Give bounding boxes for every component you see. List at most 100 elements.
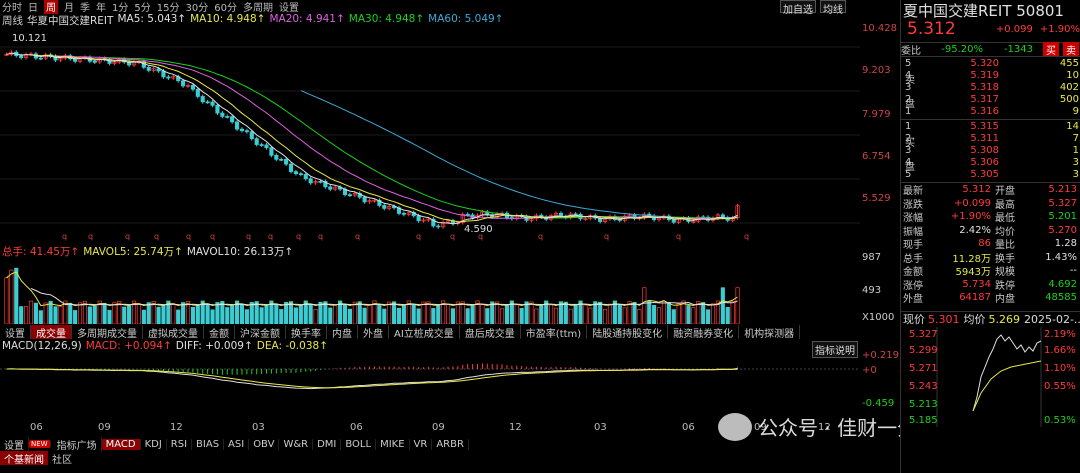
- indicator-tab[interactable]: ASI: [224, 438, 250, 450]
- period-tab[interactable]: 15分: [156, 3, 180, 14]
- volume-bar: [445, 304, 451, 324]
- candle-body: [308, 178, 313, 184]
- mini-left-tick: 5.213: [909, 398, 938, 410]
- volume-tab[interactable]: 成交量: [31, 325, 72, 340]
- indicator-tab[interactable]: VR: [410, 438, 433, 450]
- volume-bar: [656, 307, 662, 324]
- volume-tab[interactable]: 金额: [204, 325, 235, 340]
- period-tab[interactable]: 月: [64, 3, 74, 14]
- volume-tab[interactable]: 融资融券变化: [668, 325, 740, 340]
- volume-tab[interactable]: 机构探测器: [739, 325, 801, 340]
- indicator-tab[interactable]: RSI: [167, 438, 193, 450]
- volume-tab[interactable]: 盘后成交量: [460, 325, 521, 340]
- indicator-tab[interactable]: 指标广场: [53, 436, 102, 452]
- volume-bar: [661, 301, 667, 324]
- candle-body: [352, 193, 357, 196]
- volume-bar: [563, 301, 568, 324]
- volume-tab[interactable]: 多周期成交量: [72, 325, 143, 340]
- bid-row[interactable]: 4 5.306 3: [901, 156, 1080, 168]
- vol-mavol10: MAVOL10: 26.13万↑: [186, 246, 294, 258]
- volume-chart[interactable]: [0, 256, 860, 324]
- volume-bar: [367, 304, 372, 324]
- volume-bar: [284, 301, 289, 324]
- volume-bar: [642, 287, 647, 324]
- stat-label: 金额: [903, 267, 923, 279]
- candle-body: [239, 128, 245, 132]
- volume-bar: [701, 302, 706, 324]
- volume-tab[interactable]: 沪深金额: [235, 325, 286, 340]
- period-tab[interactable]: 周: [44, 0, 58, 14]
- price-tick: 7.979: [862, 109, 891, 120]
- candle-body: [288, 163, 294, 172]
- period-tab[interactable]: 30分: [185, 3, 209, 14]
- volume-tab[interactable]: 虚拟成交量: [143, 325, 204, 340]
- period-tab[interactable]: 年: [96, 3, 106, 14]
- candle-body: [387, 205, 392, 209]
- period-tab[interactable]: 多周期: [242, 3, 273, 14]
- volume-bar: [514, 304, 519, 324]
- grid-lines: [0, 46, 860, 224]
- candle-body: [215, 104, 220, 114]
- ask-row[interactable]: 4 5.319 10: [901, 69, 1080, 81]
- volume-tab[interactable]: AI立桩成交量: [389, 325, 460, 340]
- period-tab[interactable]: 日: [28, 3, 38, 14]
- volume-tab[interactable]: 设置: [0, 325, 31, 340]
- intraday-chart[interactable]: [901, 326, 1080, 427]
- period-tab[interactable]: 1分: [112, 3, 129, 14]
- volume-tab[interactable]: 市盈率(ttm): [521, 325, 588, 340]
- stat-label: 换手: [995, 253, 1015, 265]
- indicator-settings-tab[interactable]: 设置: [0, 436, 29, 452]
- indicator-tab[interactable]: KDJ: [141, 438, 167, 450]
- news-tab[interactable]: 个基新闻: [0, 451, 48, 466]
- period-tab[interactable]: 60分: [214, 3, 237, 14]
- bid-row[interactable]: 3 5.308 1: [901, 144, 1080, 156]
- indicator-tab[interactable]: MACD: [101, 438, 141, 450]
- volume-bar: [475, 300, 480, 324]
- period-tab[interactable]: 设置: [278, 3, 299, 14]
- period-tab[interactable]: 季: [80, 3, 90, 14]
- candle-body: [426, 218, 431, 221]
- stat-row: 涨跌 +0.099 最高 5.327: [901, 197, 1080, 211]
- indicator-tab[interactable]: DMI: [313, 438, 342, 450]
- macd-chart[interactable]: [0, 353, 860, 421]
- period-tab[interactable]: 分时: [2, 3, 22, 14]
- volume-bar: [617, 304, 622, 324]
- buy-button[interactable]: 买: [1043, 42, 1059, 57]
- indicator-tab[interactable]: ARBR: [432, 438, 469, 450]
- indicator-tab[interactable]: W&R: [279, 438, 314, 450]
- stat-value: 11.28万: [952, 253, 991, 265]
- candle-body: [274, 155, 279, 160]
- candlestick-chart[interactable]: 10.121 4.590 q q q q q q q q q q q q q q q q q q: [0, 27, 860, 244]
- bid-row[interactable]: 2 5.311 7: [901, 132, 1080, 144]
- volume-bar: [156, 306, 161, 324]
- sell-button[interactable]: 卖: [1063, 42, 1079, 57]
- ma-button[interactable]: 均线: [820, 0, 846, 16]
- q-marker: q: [186, 232, 191, 241]
- period-tab[interactable]: 5分: [134, 3, 151, 14]
- volume-tab[interactable]: 陆股通持股变化: [587, 325, 669, 340]
- indicator-tab[interactable]: BIAS: [192, 438, 225, 450]
- indicator-tab[interactable]: MIKE: [376, 438, 410, 450]
- volume-tab[interactable]: 内盘: [327, 325, 358, 340]
- volume-bar: [710, 303, 716, 324]
- indicator-tab[interactable]: OBV: [249, 438, 280, 450]
- indicator-tab[interactable]: BOLL: [341, 438, 377, 450]
- ask-row[interactable]: 3 5.318 402: [901, 81, 1080, 93]
- volume-bar: [38, 310, 43, 324]
- news-tab[interactable]: 社区: [52, 455, 72, 466]
- stat-value: 5.734: [962, 278, 991, 290]
- ask-row[interactable]: 5 5.320 455: [901, 57, 1080, 69]
- volume-bar: [593, 301, 598, 324]
- volume-indicator-tabs: 设置 成交量 多周期成交量 虚拟成交量 金额 沪深金额 换手率 内盘 外盘 AI立桩成交量 盘后成交…: [0, 325, 860, 340]
- volume-bar: [607, 303, 613, 324]
- weibi-value: -95.20%: [941, 44, 983, 55]
- ask-row[interactable]: 1 5.316 9: [901, 105, 1080, 117]
- indicator-help-button[interactable]: 指标说明: [812, 341, 858, 358]
- volume-bar: [357, 301, 362, 324]
- bid-row[interactable]: 1 5.315 14: [901, 120, 1080, 132]
- bid-row[interactable]: 5 5.305 3: [901, 168, 1080, 180]
- volume-tab[interactable]: 换手率: [286, 325, 327, 340]
- ask-row[interactable]: 2 5.317 500: [901, 93, 1080, 105]
- add-watchlist-button[interactable]: 加自选: [780, 0, 816, 16]
- volume-tab[interactable]: 外盘: [358, 325, 389, 340]
